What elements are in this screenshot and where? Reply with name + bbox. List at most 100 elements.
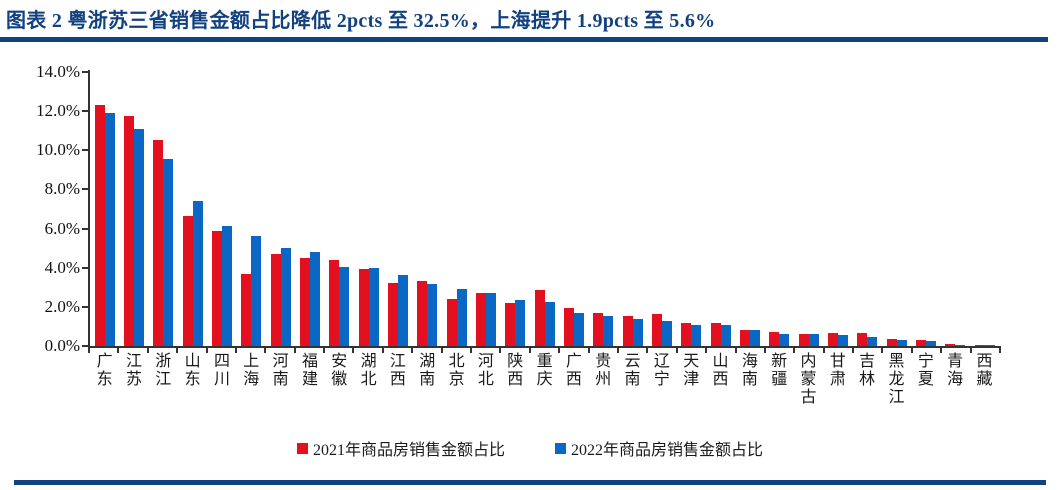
bar-2021-新疆 — [769, 332, 780, 346]
x-tick-mark — [352, 348, 355, 353]
x-label-cell: 江苏 — [119, 353, 148, 407]
bar-group-江苏 — [119, 72, 148, 346]
x-category-label: 西藏 — [976, 353, 993, 388]
x-category-label: 内蒙古 — [800, 353, 817, 406]
x-category-label: 浙江 — [155, 353, 172, 388]
x-tick-mark — [499, 348, 502, 353]
bar-2021-山东 — [182, 216, 193, 346]
legend-swatch-2022 — [555, 442, 566, 454]
plot-area — [90, 72, 999, 346]
x-category-label: 辽宁 — [653, 353, 670, 388]
bar-group-吉林 — [853, 72, 882, 346]
bar-group-北京 — [442, 72, 471, 346]
bar-2021-福建 — [299, 258, 310, 346]
x-tick-mark — [822, 348, 825, 353]
x-label-cell: 天津 — [677, 353, 706, 407]
y-tick-mark — [82, 188, 88, 191]
bar-2021-湖北 — [358, 269, 369, 346]
x-label-cell: 青海 — [941, 353, 970, 407]
x-category-label: 河南 — [272, 353, 289, 388]
x-category-label: 广西 — [565, 353, 582, 388]
bar-2022-新疆 — [779, 334, 790, 346]
x-category-label: 山东 — [184, 353, 201, 388]
x-category-label: 陕西 — [507, 353, 524, 388]
y-tick-label: 0.0% — [44, 336, 80, 355]
x-category-label: 上海 — [243, 353, 260, 388]
bar-2022-江西 — [397, 275, 408, 346]
x-tick-mark — [234, 348, 237, 353]
legend-item-2022: 2022年商品房销售金额占比 — [555, 436, 763, 460]
bar-2022-海南 — [749, 330, 760, 346]
bar-2021-云南 — [622, 316, 633, 346]
x-label-cell: 福建 — [295, 353, 324, 407]
x-label-cell: 山东 — [178, 353, 207, 407]
title-divider — [0, 37, 1048, 42]
bar-2021-贵州 — [593, 313, 604, 346]
bar-group-新疆 — [765, 72, 794, 346]
bar-group-山西 — [706, 72, 735, 346]
bar-group-四川 — [207, 72, 236, 346]
x-tick-mark — [440, 348, 443, 353]
x-tick-mark — [205, 348, 208, 353]
bar-group-湖南 — [413, 72, 442, 346]
x-category-label: 海南 — [741, 353, 758, 388]
x-label-cell: 山西 — [706, 353, 735, 407]
x-category-label: 吉林 — [859, 353, 876, 388]
x-label-cell: 陕西 — [501, 353, 530, 407]
y-tick-mark — [82, 305, 88, 308]
bar-2021-陕西 — [505, 303, 516, 346]
bar-2022-安徽 — [339, 267, 350, 346]
bar-2021-上海 — [241, 274, 252, 346]
bar-2022-广东 — [104, 113, 115, 346]
bar-2022-甘肃 — [837, 335, 848, 346]
x-label-cell: 河北 — [471, 353, 500, 407]
x-category-label: 新疆 — [771, 353, 788, 388]
x-category-label: 宁夏 — [917, 353, 934, 388]
bar-group-陕西 — [501, 72, 530, 346]
x-label-cell: 海南 — [735, 353, 764, 407]
x-category-label: 江西 — [389, 353, 406, 388]
x-tick-mark — [910, 348, 913, 353]
x-label-cell: 重庆 — [530, 353, 559, 407]
x-category-label: 福建 — [301, 353, 318, 388]
bar-2021-江苏 — [123, 116, 134, 346]
x-tick-mark — [763, 348, 766, 353]
y-tick-mark — [82, 266, 88, 269]
x-tick-mark — [528, 348, 531, 353]
bar-2021-天津 — [681, 323, 692, 346]
bar-2021-吉林 — [857, 333, 868, 346]
bar-group-广西 — [559, 72, 588, 346]
bar-2022-云南 — [632, 319, 643, 346]
x-category-label: 云南 — [624, 353, 641, 388]
x-tick-mark — [734, 348, 737, 353]
bar-group-上海 — [237, 72, 266, 346]
x-category-label: 重庆 — [536, 353, 553, 388]
x-tick-mark — [940, 348, 943, 353]
bar-2022-河南 — [280, 248, 291, 346]
y-tick-mark — [82, 71, 88, 73]
x-tick-mark — [616, 348, 619, 353]
bar-group-福建 — [295, 72, 324, 346]
bar-2022-山东 — [192, 201, 203, 346]
bar-2022-河北 — [485, 293, 496, 346]
bar-group-浙江 — [149, 72, 178, 346]
bar-2021-内蒙古 — [798, 334, 809, 346]
bar-2021-四川 — [211, 231, 222, 346]
x-label-cell: 新疆 — [765, 353, 794, 407]
x-tick-mark — [705, 348, 708, 353]
bar-group-广东 — [90, 72, 119, 346]
bar-group-天津 — [677, 72, 706, 346]
x-label-cell: 贵州 — [589, 353, 618, 407]
figure-title: 图表 2 粤浙苏三省销售金额占比降低 2pcts 至 32.5%，上海提升 1.… — [6, 10, 716, 32]
x-tick-mark — [587, 348, 590, 353]
bar-group-山东 — [178, 72, 207, 346]
x-tick-mark — [675, 348, 678, 353]
x-tick-mark — [146, 348, 149, 353]
x-tick-mark — [264, 348, 267, 353]
legend-label: 2021年商品房销售金额占比 — [312, 442, 505, 459]
y-tick-label: 14.0% — [36, 62, 80, 81]
bar-2022-青海 — [955, 345, 966, 346]
x-tick-mark — [117, 348, 120, 353]
bar-2021-安徽 — [329, 260, 340, 346]
